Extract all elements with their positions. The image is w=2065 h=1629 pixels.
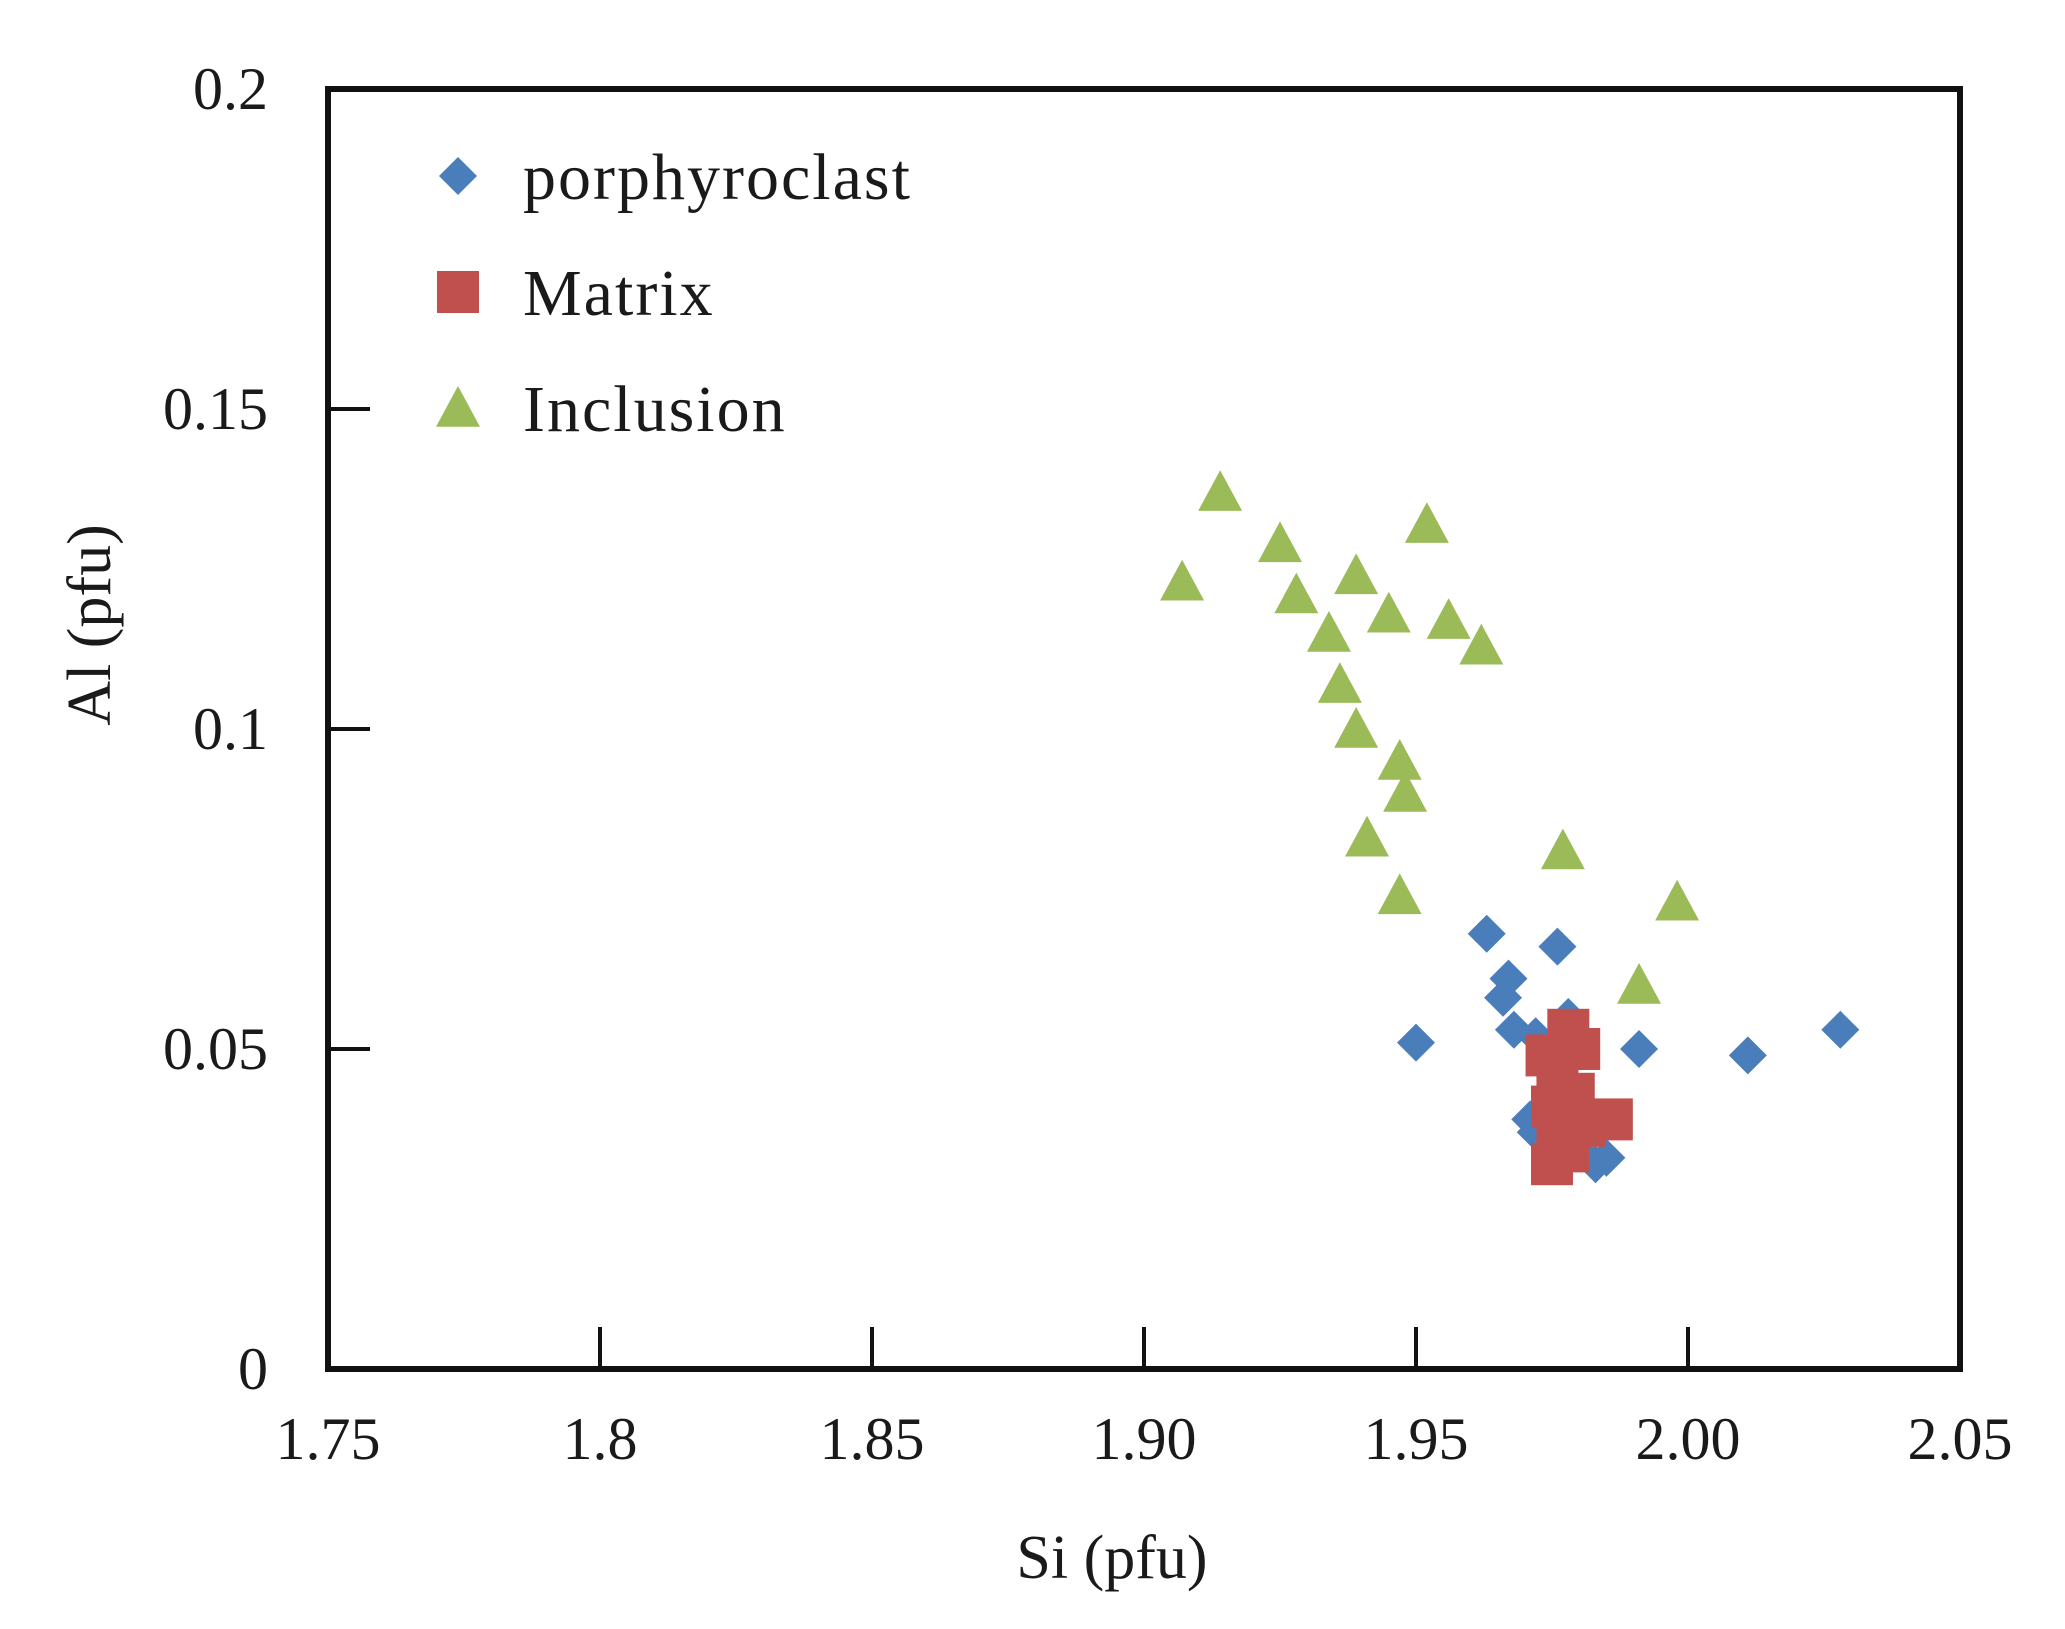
inclusion-point xyxy=(1345,815,1390,857)
y-tick-label: 0.1 xyxy=(193,696,268,762)
inclusion-point xyxy=(1404,502,1449,543)
porphyroclast-point xyxy=(1538,927,1577,966)
inclusion-point xyxy=(1258,521,1302,563)
x-axis-title: Si (pfu) xyxy=(1016,1524,1207,1592)
porphyroclast-point xyxy=(1467,914,1506,953)
inclusion-point xyxy=(1366,591,1411,633)
y-tick-label: 0 xyxy=(238,1336,268,1402)
legend-item-inclusion: Inclusion xyxy=(436,373,787,446)
legend-triangle-icon xyxy=(436,386,480,427)
x-tick-label: 1.85 xyxy=(820,1406,925,1472)
x-tick-label: 1.8 xyxy=(563,1406,638,1472)
x-tick-label: 1.75 xyxy=(276,1406,381,1472)
inclusion-point xyxy=(1540,828,1585,870)
legend-label: Matrix xyxy=(523,257,715,330)
x-tick-label: 2.05 xyxy=(1908,1406,2013,1472)
inclusion-point xyxy=(1198,470,1243,511)
inclusion-point xyxy=(1459,623,1504,665)
data-points xyxy=(1160,470,1860,1186)
inclusion-point xyxy=(1306,611,1351,652)
legend-square-icon xyxy=(437,271,479,313)
inclusion-point xyxy=(1377,873,1422,915)
legend-diamond-icon xyxy=(439,157,477,195)
y-tick-label: 0.2 xyxy=(193,56,268,122)
inclusion-point xyxy=(1317,662,1362,703)
porphyroclast-point xyxy=(1620,1030,1659,1068)
inclusion-point xyxy=(1655,879,1700,921)
legend-label: Inclusion xyxy=(523,373,787,446)
x-tick-label: 1.90 xyxy=(1092,1406,1197,1472)
inclusion-point xyxy=(1160,559,1205,601)
inclusion-point xyxy=(1274,572,1319,614)
inclusion-point xyxy=(1334,707,1379,748)
series-porphyroclast xyxy=(1397,914,1860,1184)
porphyroclast-point xyxy=(1484,978,1523,1017)
legend-item-matrix: Matrix xyxy=(437,257,715,330)
inclusion-point xyxy=(1377,739,1422,780)
y-tick-label: 0.15 xyxy=(163,376,268,442)
porphyroclast-point xyxy=(1587,1138,1626,1177)
legend-item-porphyroclast: porphyroclast xyxy=(439,141,912,214)
matrix-point xyxy=(1547,1130,1590,1173)
axis-ticks: 1.75 1.8 1.85 1.90 1.95 2.00 2.05 0 0.05 0.1 0.15 0… xyxy=(163,56,2013,1472)
x-tick-label: 2.00 xyxy=(1636,1406,1741,1472)
inclusion-point xyxy=(1426,598,1471,639)
porphyroclast-point xyxy=(1397,1023,1435,1062)
inclusion-point xyxy=(1383,771,1428,812)
inclusion-point xyxy=(1617,963,1662,1004)
legend-label: porphyroclast xyxy=(523,141,912,214)
y-tick-label: 0.05 xyxy=(163,1016,268,1082)
legend: porphyroclast Matrix Inclusion xyxy=(436,141,912,446)
porphyroclast-point xyxy=(1821,1010,1860,1049)
y-axis-title: Al (pfu) xyxy=(56,524,124,725)
series-inclusion xyxy=(1160,470,1700,1004)
x-tick-label: 1.95 xyxy=(1364,1406,1469,1472)
inclusion-point xyxy=(1334,553,1379,595)
porphyroclast-point xyxy=(1728,1036,1767,1075)
series-matrix xyxy=(1525,1008,1633,1186)
